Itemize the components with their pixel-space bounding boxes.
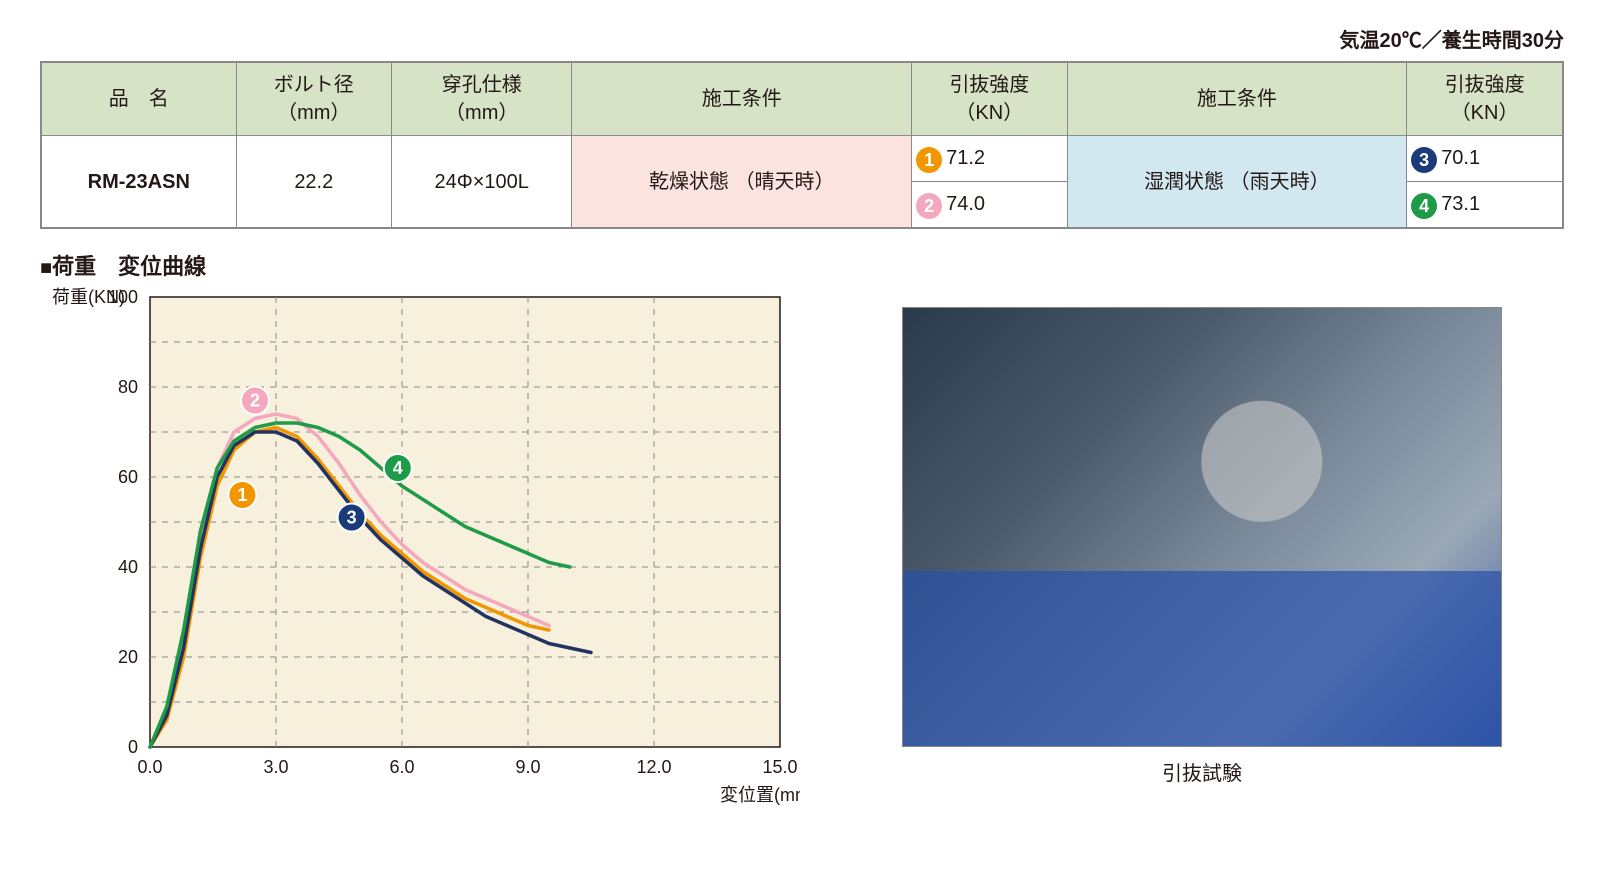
- svg-text:40: 40: [118, 557, 138, 577]
- th-str2: 引抜強度 （KN）: [1407, 62, 1563, 136]
- th-str1-unit: （KN）: [916, 99, 1062, 127]
- cond-dry-l1: 乾燥状態: [649, 171, 729, 193]
- cell-hole: 24Φ×100L: [391, 136, 571, 229]
- svg-text:6.0: 6.0: [389, 757, 414, 777]
- cell-cond-dry: 乾燥状態 （晴天時）: [572, 136, 912, 229]
- spec-table: 品 名 ボルト径 （mm） 穿孔仕様 （mm） 施工条件 引抜強度 （KN） 施…: [40, 61, 1564, 229]
- svg-text:荷重(KN): 荷重(KN): [52, 287, 125, 307]
- svg-text:0: 0: [128, 737, 138, 757]
- cond-wet-l2: （雨天時）: [1230, 171, 1330, 193]
- photo-caption: 引抜試験: [840, 757, 1564, 786]
- svg-text:15.0: 15.0: [762, 757, 797, 777]
- th-hole: 穿孔仕様 （mm）: [391, 62, 571, 136]
- section-title-text: 荷重 変位曲線: [52, 254, 206, 279]
- val-4: 73.1: [1441, 193, 1480, 215]
- cond-dry-l2: （晴天時）: [735, 171, 835, 193]
- cell-strength-3: 370.1: [1407, 136, 1563, 182]
- val-1: 71.2: [946, 147, 985, 169]
- th-str2-unit: （KN）: [1411, 99, 1558, 127]
- cell-bolt: 22.2: [236, 136, 391, 229]
- svg-text:60: 60: [118, 467, 138, 487]
- th-hole-unit: （mm）: [396, 99, 567, 127]
- svg-text:変位置(mm): 変位置(mm): [720, 785, 800, 805]
- section-title: ■荷重 変位曲線: [40, 249, 1564, 281]
- th-hole-l1: 穿孔仕様: [442, 74, 522, 96]
- val-2: 74.0: [946, 193, 985, 215]
- svg-text:20: 20: [118, 647, 138, 667]
- th-bolt-l1: ボルト径: [274, 74, 354, 96]
- cell-cond-wet: 湿潤状態 （雨天時）: [1067, 136, 1407, 229]
- th-str2-l1: 引抜強度: [1445, 74, 1525, 96]
- cond-wet-l1: 湿潤状態: [1144, 171, 1224, 193]
- conditions-note: 気温20℃／養生時間30分: [40, 24, 1564, 53]
- th-str1: 引抜強度 （KN）: [912, 62, 1067, 136]
- test-photo: [902, 307, 1502, 747]
- th-name: 品 名: [41, 62, 236, 136]
- cell-strength-2: 274.0: [912, 182, 1067, 229]
- svg-text:12.0: 12.0: [636, 757, 671, 777]
- svg-text:4: 4: [393, 458, 403, 478]
- badge-3: 3: [1411, 147, 1437, 173]
- cell-strength-4: 473.1: [1407, 182, 1563, 229]
- th-bolt-unit: （mm）: [241, 99, 387, 127]
- badge-2: 2: [916, 193, 942, 219]
- badge-4: 4: [1411, 193, 1437, 219]
- svg-text:2: 2: [250, 391, 260, 411]
- svg-text:0.0: 0.0: [137, 757, 162, 777]
- cell-name: RM-23ASN: [41, 136, 236, 229]
- th-cond2: 施工条件: [1067, 62, 1407, 136]
- val-3: 70.1: [1441, 147, 1480, 169]
- square-bullet-icon: ■: [40, 257, 50, 279]
- cell-strength-1: 171.2: [912, 136, 1067, 182]
- svg-text:80: 80: [118, 377, 138, 397]
- svg-text:1: 1: [237, 485, 247, 505]
- load-displacement-chart: 0204060801000.03.06.09.012.015.0荷重(KN)変位…: [40, 287, 800, 807]
- th-cond1: 施工条件: [572, 62, 912, 136]
- svg-text:3: 3: [347, 508, 357, 528]
- th-str1-l1: 引抜強度: [949, 74, 1029, 96]
- svg-text:3.0: 3.0: [263, 757, 288, 777]
- th-bolt: ボルト径 （mm）: [236, 62, 391, 136]
- svg-text:9.0: 9.0: [515, 757, 540, 777]
- badge-1: 1: [916, 147, 942, 173]
